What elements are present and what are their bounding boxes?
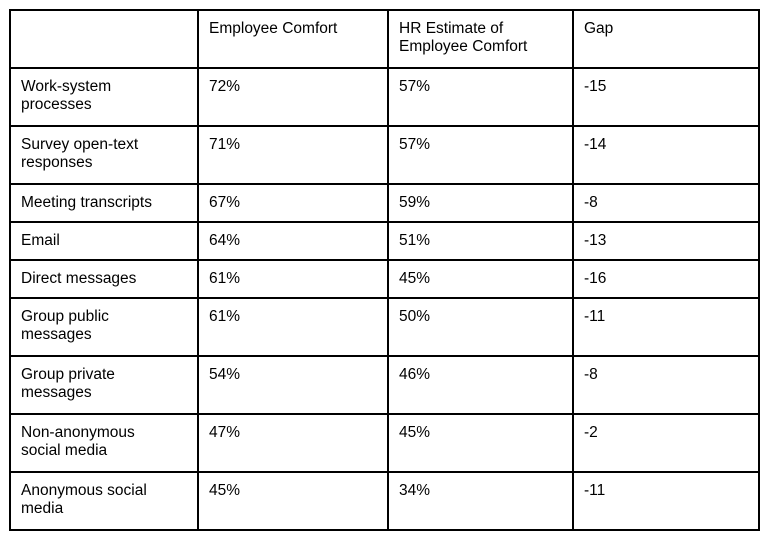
- row-label: Group public messages: [9, 297, 199, 357]
- gap-cell: -13: [572, 221, 760, 261]
- row-label: Non-anonymous social media: [9, 413, 199, 473]
- table-row: Anonymous social media 45% 34% -11: [9, 471, 760, 531]
- row-label: Work-system processes: [9, 67, 199, 127]
- table-row: Non-anonymous social media 47% 45% -2: [9, 413, 760, 473]
- hr-estimate-cell: 57%: [387, 67, 574, 127]
- header-row: Employee Comfort HR Estimate of Employee…: [9, 9, 760, 69]
- gap-cell: -16: [572, 259, 760, 299]
- row-label: Direct messages: [9, 259, 199, 299]
- gap-cell: -11: [572, 471, 760, 531]
- hr-estimate-cell: 51%: [387, 221, 574, 261]
- employee-comfort-cell: 45%: [197, 471, 389, 531]
- employee-comfort-cell: 54%: [197, 355, 389, 415]
- comfort-gap-table: Employee Comfort HR Estimate of Employee…: [9, 9, 760, 531]
- gap-cell: -11: [572, 297, 760, 357]
- hr-estimate-cell: 45%: [387, 413, 574, 473]
- row-label: Group private messages: [9, 355, 199, 415]
- gap-cell: -8: [572, 183, 760, 223]
- employee-comfort-cell: 67%: [197, 183, 389, 223]
- employee-comfort-cell: 61%: [197, 297, 389, 357]
- hr-estimate-cell: 46%: [387, 355, 574, 415]
- row-label: Anonymous social media: [9, 471, 199, 531]
- hr-estimate-cell: 45%: [387, 259, 574, 299]
- gap-cell: -8: [572, 355, 760, 415]
- gap-cell: -14: [572, 125, 760, 185]
- table-row: Email 64% 51% -13: [9, 221, 760, 261]
- row-label: Survey open-text responses: [9, 125, 199, 185]
- hr-estimate-cell: 57%: [387, 125, 574, 185]
- row-label: Meeting transcripts: [9, 183, 199, 223]
- hr-estimate-cell: 50%: [387, 297, 574, 357]
- col-header-hr-estimate: HR Estimate of Employee Comfort: [387, 9, 574, 69]
- corner-header-cell: [9, 9, 199, 69]
- employee-comfort-cell: 47%: [197, 413, 389, 473]
- table-row: Meeting transcripts 67% 59% -8: [9, 183, 760, 223]
- row-label: Email: [9, 221, 199, 261]
- gap-cell: -15: [572, 67, 760, 127]
- employee-comfort-cell: 61%: [197, 259, 389, 299]
- employee-comfort-cell: 64%: [197, 221, 389, 261]
- table-row: Survey open-text responses 71% 57% -14: [9, 125, 760, 185]
- hr-estimate-cell: 59%: [387, 183, 574, 223]
- table-row: Work-system processes 72% 57% -15: [9, 67, 760, 127]
- gap-cell: -2: [572, 413, 760, 473]
- hr-estimate-cell: 34%: [387, 471, 574, 531]
- col-header-gap: Gap: [572, 9, 760, 69]
- employee-comfort-cell: 71%: [197, 125, 389, 185]
- col-header-employee-comfort: Employee Comfort: [197, 9, 389, 69]
- table-row: Direct messages 61% 45% -16: [9, 259, 760, 299]
- table-row: Group private messages 54% 46% -8: [9, 355, 760, 415]
- employee-comfort-cell: 72%: [197, 67, 389, 127]
- table-row: Group public messages 61% 50% -11: [9, 297, 760, 357]
